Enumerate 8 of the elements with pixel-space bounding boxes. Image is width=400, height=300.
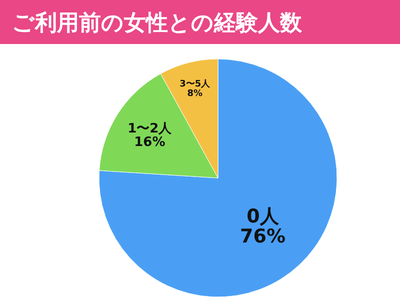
data-label: 16%: [134, 135, 166, 150]
slice-label: 1〜2人: [128, 121, 173, 136]
data-label: 8%: [187, 88, 203, 99]
pie-slice: [98, 58, 338, 298]
chart-title: ご利用前の女性との経験人数: [12, 11, 303, 36]
slice-label: 0人: [246, 205, 280, 228]
slice-label: 3〜5人: [180, 78, 212, 90]
data-label: 76%: [240, 225, 286, 248]
